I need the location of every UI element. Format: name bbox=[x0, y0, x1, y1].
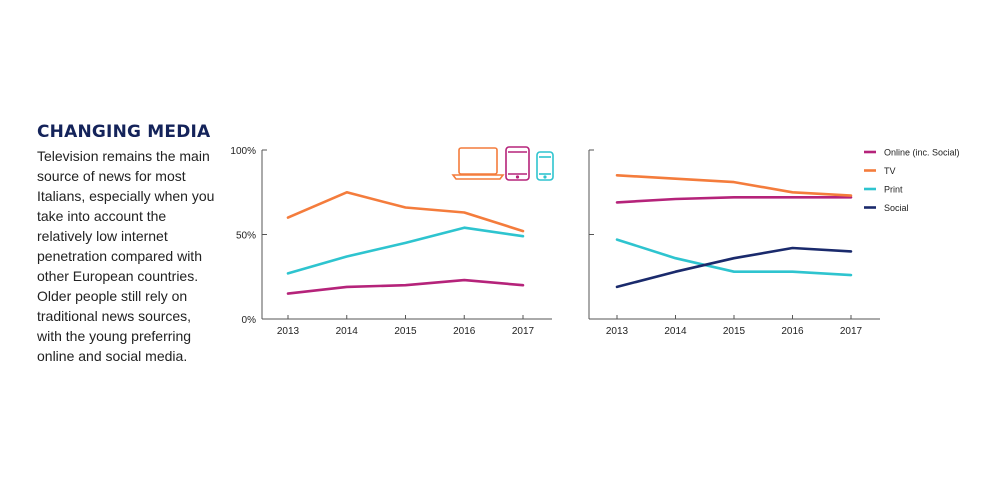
series-line-social bbox=[615, 246, 853, 289]
legend-label: TV bbox=[884, 166, 896, 176]
tablet-icon bbox=[505, 146, 530, 181]
x-tick-label: 2017 bbox=[840, 326, 863, 337]
legend-label: Online (inc. Social) bbox=[884, 148, 960, 158]
series-line-online bbox=[286, 278, 525, 295]
series-line-tv bbox=[615, 174, 853, 197]
chart-panel-2: 2013 2014 2015 2016 2017 Online (inc. Social)… bbox=[588, 148, 960, 337]
legend-label: Social bbox=[884, 203, 909, 213]
x-tick-label: 2017 bbox=[512, 326, 535, 337]
x-tick-label: 2013 bbox=[606, 326, 629, 337]
x-tick-label: 2016 bbox=[453, 326, 476, 337]
legend-label: Print bbox=[884, 185, 903, 195]
x-tick-label: 2013 bbox=[277, 326, 300, 337]
intro-paragraph: Television remains the main source of ne… bbox=[37, 148, 215, 364]
series-line-online bbox=[615, 196, 853, 204]
x-tick-label: 2014 bbox=[336, 326, 359, 337]
x-tick-label: 2016 bbox=[781, 326, 804, 337]
laptop-icon bbox=[451, 147, 505, 180]
chart-panel-1: 0% 50% 100% 2013 2014 2015 2016 2017 bbox=[230, 146, 552, 337]
x-tick-label: 2015 bbox=[723, 326, 746, 337]
series-line-tv bbox=[286, 191, 525, 233]
series-line-print bbox=[615, 238, 853, 277]
x-tick-label: 2015 bbox=[394, 326, 417, 337]
x-tick-label: 2014 bbox=[664, 326, 687, 337]
y-tick-label: 100% bbox=[230, 146, 256, 157]
y-tick-label: 0% bbox=[242, 315, 257, 326]
y-tick-label: 50% bbox=[236, 231, 256, 242]
legend: Online (inc. Social) TV Print Social bbox=[864, 148, 960, 213]
smartphone-icon bbox=[536, 151, 554, 181]
series-line-print bbox=[286, 226, 525, 275]
page-title: CHANGING MEDIA bbox=[37, 122, 211, 142]
